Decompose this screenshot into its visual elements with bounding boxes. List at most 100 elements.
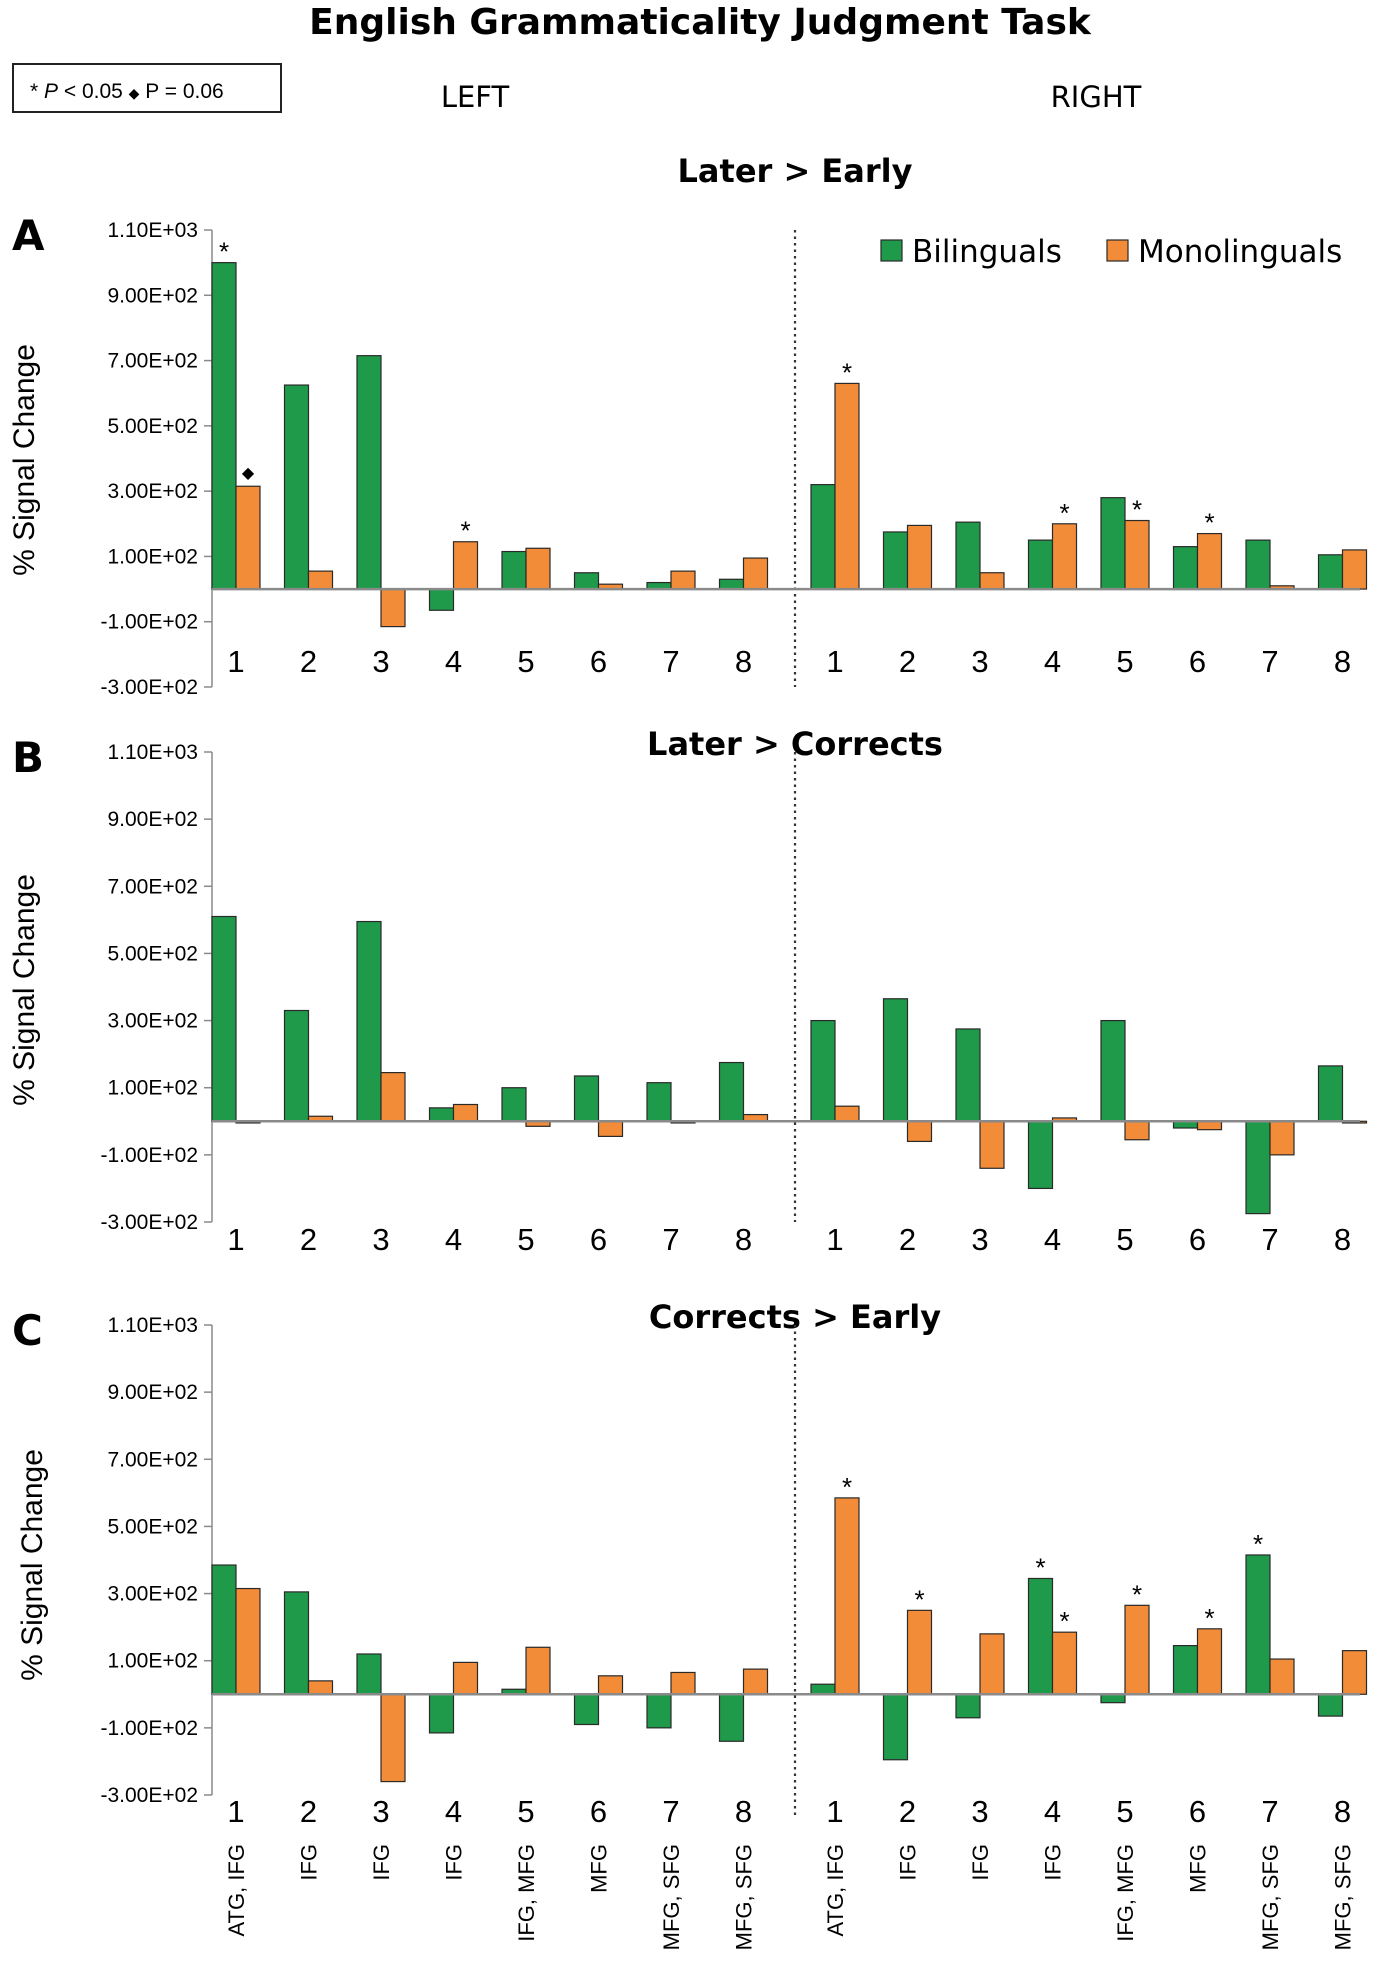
x-tick-label: 8 [1334, 644, 1351, 679]
bar-bilinguals [955, 1693, 981, 1719]
bar-monolinguals [1196, 1120, 1223, 1131]
bar-monolinguals [1196, 532, 1223, 590]
bar-bilinguals [1245, 539, 1271, 590]
bar-monolinguals [1196, 1628, 1223, 1695]
x-tick-label: 3 [372, 1794, 389, 1829]
region-label: MFG [1186, 1844, 1211, 1893]
panel-title: Corrects > Early [649, 1298, 941, 1336]
bar-bilinguals [573, 1693, 600, 1726]
x-tick-label: 3 [372, 1222, 389, 1257]
bar-bilinguals [882, 531, 909, 590]
x-tick-label: 3 [372, 644, 389, 679]
y-tick-label: 9.00E+02 [107, 284, 198, 307]
bar-monolinguals [525, 547, 551, 590]
bar-bilinguals [1100, 1019, 1126, 1122]
panel-title: Later > Corrects [647, 725, 943, 763]
x-tick-label: 2 [899, 1222, 916, 1257]
x-tick-label: 5 [517, 1222, 534, 1257]
bar-monolinguals [1269, 1658, 1295, 1695]
y-tick-label: 3.00E+02 [107, 1583, 198, 1606]
y-tick-label: 7.00E+02 [107, 1448, 198, 1471]
region-label: IFG, MFG [1113, 1844, 1138, 1942]
bar-bilinguals [1245, 1120, 1271, 1215]
x-tick-label: 5 [1116, 1222, 1133, 1257]
bar-monolinguals [670, 1671, 696, 1695]
x-tick-label: 1 [227, 1794, 244, 1829]
significance-marker: * [1253, 1529, 1263, 1559]
bar-bilinguals [573, 1075, 600, 1122]
bar-bilinguals [428, 588, 455, 611]
side-label-left: LEFT [441, 80, 510, 114]
y-tick-label: 7.00E+02 [107, 875, 198, 898]
legend-swatch-bilinguals [880, 239, 903, 262]
x-tick-label: 8 [1334, 1794, 1351, 1829]
significance-marker: * [1132, 1579, 1142, 1609]
legend-label-monolinguals: Monolinguals [1138, 234, 1342, 270]
bar-monolinguals [1051, 1631, 1078, 1695]
bar-bilinguals [1172, 546, 1199, 590]
x-tick-label: 6 [590, 1222, 607, 1257]
y-tick-label: 3.00E+02 [107, 1010, 198, 1033]
y-tick-label: -3.00E+02 [101, 1211, 199, 1234]
y-tick-label: -1.00E+02 [101, 1144, 199, 1167]
y-tick-label: 1.10E+03 [107, 219, 198, 242]
x-tick-label: 3 [971, 644, 988, 679]
bar-monolinguals [1341, 1650, 1368, 1695]
region-label: IFG, MFG [514, 1844, 539, 1942]
bar-monolinguals [742, 1668, 769, 1695]
y-tick-label: 5.00E+02 [107, 1515, 198, 1538]
significance-key: * P < 0.05 ◆ P = 0.06 [12, 63, 282, 113]
bar-bilinguals [1100, 1693, 1126, 1704]
bar-monolinguals [906, 1120, 933, 1143]
region-label: IFG [896, 1844, 921, 1881]
x-tick-label: 6 [590, 644, 607, 679]
x-tick-label: 1 [826, 1794, 843, 1829]
x-tick-label: 6 [590, 1794, 607, 1829]
bar-monolinguals [906, 524, 933, 590]
bar-monolinguals [834, 1497, 860, 1695]
bar-monolinguals [235, 1587, 261, 1695]
x-tick-label: 8 [735, 1222, 752, 1257]
region-label: IFG [442, 1844, 467, 1881]
x-tick-label: 2 [899, 644, 916, 679]
region-label: IFG [968, 1844, 993, 1881]
x-tick-label: 2 [300, 1222, 317, 1257]
x-tick-label: 8 [1334, 1222, 1351, 1257]
bar-bilinguals [955, 1028, 981, 1122]
y-tick-label: -3.00E+02 [101, 676, 199, 699]
bar-bilinguals [356, 1653, 382, 1695]
bar-monolinguals [979, 1633, 1005, 1695]
panel-letter: C [12, 1306, 43, 1355]
x-tick-label: 6 [1189, 644, 1206, 679]
significance-key-text: * P < 0.05 ◆ P = 0.06 [30, 80, 224, 103]
bar-monolinguals [525, 1646, 551, 1695]
bar-monolinguals [834, 382, 860, 590]
bar-monolinguals [979, 572, 1005, 590]
bar-bilinguals [1317, 1065, 1344, 1122]
y-tick-label: 9.00E+02 [107, 808, 198, 831]
y-tick-label: -1.00E+02 [101, 1717, 199, 1740]
bar-bilinguals [718, 578, 745, 590]
bar-bilinguals [356, 355, 382, 590]
y-tick-label: 1.00E+02 [107, 1077, 198, 1100]
bar-bilinguals [428, 1107, 455, 1122]
bar-monolinguals [1341, 549, 1368, 590]
bar-bilinguals [573, 572, 600, 590]
bar-bilinguals [882, 1693, 909, 1761]
x-tick-label: 6 [1189, 1222, 1206, 1257]
bar-bilinguals [1100, 497, 1126, 590]
x-tick-label: 4 [445, 1222, 462, 1257]
y-tick-label: 3.00E+02 [107, 480, 198, 503]
x-tick-label: 2 [300, 644, 317, 679]
bar-bilinguals [1027, 1577, 1054, 1695]
significance-marker: * [1059, 1606, 1069, 1636]
bar-monolinguals [834, 1105, 860, 1122]
bar-monolinguals [380, 588, 406, 628]
bar-bilinguals [428, 1693, 455, 1734]
significance-marker: ◆ [242, 465, 255, 482]
chart-panel-b: B Later > Corrects % Signal Change 1.10E+03… [8, 725, 1368, 1257]
x-tick-label: 4 [445, 644, 462, 679]
region-label: MFG, SFG [732, 1844, 757, 1950]
y-tick-label: 1.10E+03 [107, 741, 198, 764]
bar-monolinguals [906, 1609, 933, 1695]
